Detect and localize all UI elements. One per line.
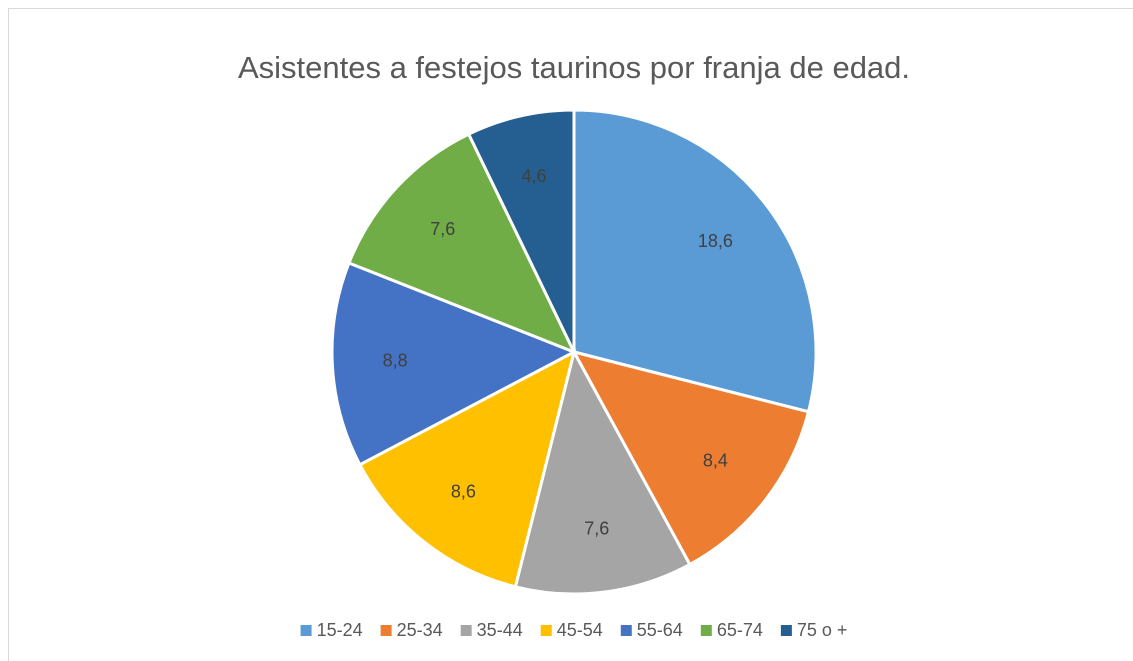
data-label: 7,6 [584, 518, 609, 538]
data-label: 8,6 [451, 482, 476, 502]
legend-swatch [460, 625, 472, 636]
legend-swatch [700, 625, 712, 636]
data-label: 4,6 [522, 166, 547, 186]
pie-slice [357, 349, 577, 589]
legend-swatch [620, 625, 632, 636]
legend-swatch [780, 625, 792, 636]
pie-slice [466, 108, 576, 353]
data-label: 7,6 [430, 219, 455, 239]
data-label: 18,6 [698, 231, 733, 251]
pie-slice [330, 261, 578, 467]
chart-title: Asistentes a festejos taurinos por franj… [238, 50, 910, 85]
legend-swatch [300, 625, 312, 636]
legend-label: 45-54 [557, 620, 603, 640]
data-label: 8,4 [703, 451, 728, 471]
legend-label: 15-24 [317, 620, 363, 640]
pie-slice [347, 132, 578, 355]
legend-label: 65-74 [717, 620, 763, 640]
legend-label: 35-44 [477, 620, 523, 640]
legend-swatch [540, 625, 552, 636]
legend-label: 75 o + [797, 620, 848, 640]
pie-slice [572, 108, 818, 414]
legend-swatch [380, 625, 392, 636]
pie-slice [571, 349, 811, 567]
data-label: 8,8 [383, 350, 408, 370]
legend-label: 55-64 [637, 620, 683, 640]
legend-label: 25-34 [397, 620, 443, 640]
